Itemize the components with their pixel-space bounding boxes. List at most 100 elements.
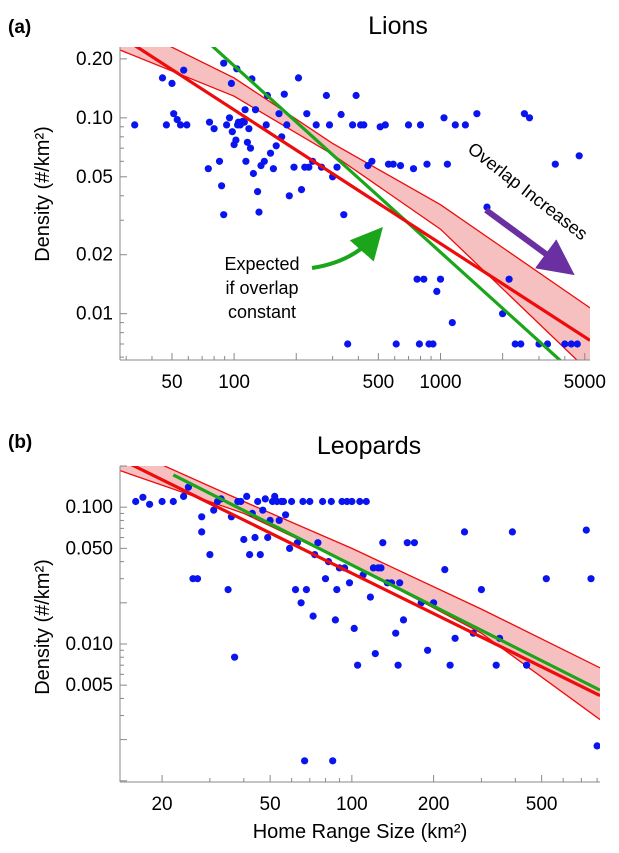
data-point xyxy=(291,586,300,594)
data-point xyxy=(451,121,459,129)
data-point xyxy=(184,483,192,491)
expected-label-line-1: Expected xyxy=(224,254,299,274)
leopards-y-tick-label: 0.010 xyxy=(65,634,113,655)
data-point xyxy=(403,539,411,547)
data-point xyxy=(511,340,519,348)
data-point xyxy=(228,128,236,136)
data-point xyxy=(413,275,421,283)
data-point xyxy=(441,566,449,574)
leopards-plot-content xyxy=(120,466,600,765)
data-point xyxy=(231,653,239,661)
data-point xyxy=(198,513,206,521)
data-point xyxy=(338,497,346,506)
data-point xyxy=(158,497,166,506)
data-point xyxy=(246,144,255,152)
data-point xyxy=(305,163,313,171)
data-point xyxy=(404,121,413,129)
expected-arrow xyxy=(311,227,383,270)
data-point xyxy=(350,624,358,633)
data-point xyxy=(429,340,437,348)
data-point xyxy=(246,551,254,559)
data-point xyxy=(169,497,177,506)
data-point xyxy=(366,593,374,601)
data-point xyxy=(582,526,590,534)
data-point xyxy=(206,551,214,559)
data-point xyxy=(193,575,202,583)
data-point xyxy=(354,661,362,669)
lions-plot-content xyxy=(120,47,590,360)
data-point xyxy=(508,528,516,536)
data-point xyxy=(183,121,191,129)
data-point xyxy=(242,157,250,165)
data-point xyxy=(517,340,525,348)
lions-x-tick-label: 500 xyxy=(363,372,395,393)
data-point xyxy=(396,162,405,170)
data-point xyxy=(180,66,188,74)
data-point xyxy=(215,157,224,165)
data-point xyxy=(409,165,418,173)
data-point xyxy=(262,121,270,129)
data-point xyxy=(448,319,456,327)
data-point xyxy=(368,157,376,165)
data-point xyxy=(561,340,569,348)
lions-x-tick-label: 1000 xyxy=(419,372,461,393)
data-point xyxy=(392,629,400,637)
data-point xyxy=(362,497,370,506)
data-point xyxy=(249,169,257,178)
data-point xyxy=(542,575,550,583)
data-point xyxy=(302,586,310,594)
data-point xyxy=(473,110,481,118)
overlap-arrow xyxy=(484,207,575,276)
lions-expected-line xyxy=(210,47,563,360)
data-point xyxy=(451,634,459,642)
data-point xyxy=(492,661,500,669)
data-point xyxy=(575,152,583,160)
data-point xyxy=(420,275,428,283)
data-point xyxy=(446,661,454,669)
data-point xyxy=(243,492,251,500)
data-point xyxy=(371,650,379,658)
data-point xyxy=(210,506,218,514)
lions-x-tick-label: 5000 xyxy=(564,372,606,393)
data-point xyxy=(254,188,262,196)
data-point xyxy=(210,125,218,133)
data-point xyxy=(241,106,249,114)
data-point xyxy=(243,138,251,146)
data-point xyxy=(415,340,423,348)
data-point xyxy=(567,340,575,348)
data-point xyxy=(306,497,314,506)
data-point xyxy=(344,340,352,348)
data-point xyxy=(321,575,330,583)
lions-title: Lions xyxy=(368,12,428,40)
data-point xyxy=(131,121,139,129)
data-point xyxy=(251,106,260,114)
data-point xyxy=(477,586,485,594)
data-point xyxy=(389,160,397,168)
data-point xyxy=(299,497,307,506)
data-point xyxy=(218,182,226,190)
data-point xyxy=(205,118,214,126)
leopards-fit-line xyxy=(130,466,600,697)
data-point xyxy=(275,516,283,525)
data-point xyxy=(232,136,240,144)
leopards-plot-area: 20 50 100 200 500 0.005 0.010 0.050 0.100 xyxy=(65,465,600,815)
data-point xyxy=(551,160,559,168)
data-point xyxy=(275,110,283,118)
data-point xyxy=(158,74,167,82)
data-point xyxy=(280,90,288,98)
data-point xyxy=(264,533,272,542)
expected-label-line-2: if overlap xyxy=(225,278,298,298)
lions-band-upper-edge xyxy=(170,47,590,309)
data-point xyxy=(348,497,356,506)
data-point xyxy=(240,535,248,544)
data-point xyxy=(333,163,341,171)
data-point xyxy=(170,110,178,118)
data-point xyxy=(288,497,296,506)
leopards-band-lower-edge xyxy=(120,469,600,721)
leopards-x-tick-label: 50 xyxy=(260,794,281,815)
lions-y-tick-label: 0.20 xyxy=(76,49,113,70)
leopards-x-tick-label: 200 xyxy=(418,794,450,815)
data-point xyxy=(394,661,402,669)
lions-plot-area: 50 100 500 1000 5000 0.01 0.02 0.05 0.10 0.20 xyxy=(76,47,606,393)
data-point xyxy=(204,165,212,173)
